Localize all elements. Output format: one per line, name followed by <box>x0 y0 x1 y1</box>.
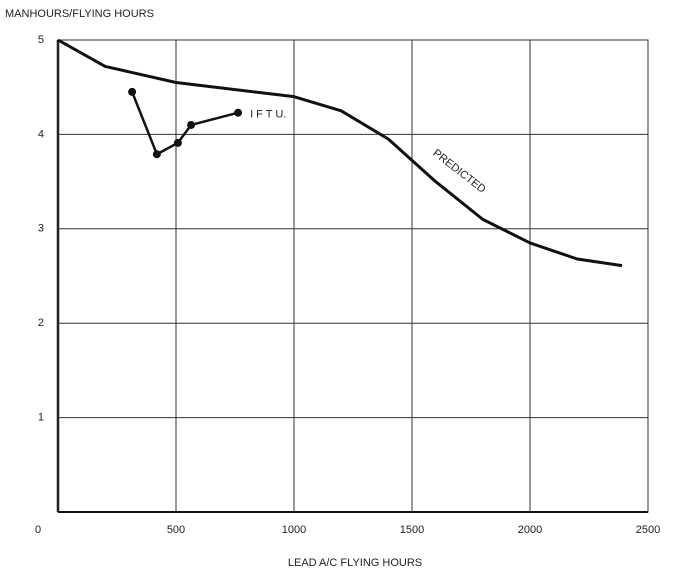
y-tick-label: 2 <box>38 317 44 329</box>
line <box>130 91 239 156</box>
x-tick-label: 0 <box>35 524 41 536</box>
y-axis-label: MANHOURS/FLYING HOURS <box>5 8 154 20</box>
x-tick-label: 2500 <box>636 524 660 536</box>
y-tick-label: 4 <box>38 128 44 140</box>
marker <box>152 150 161 159</box>
x-tick-label: 1000 <box>282 524 306 536</box>
plot-frame <box>57 39 649 513</box>
line <box>57 38 623 268</box>
y-tick-label: 1 <box>38 412 44 424</box>
marker <box>187 120 196 129</box>
series-label: I F T U. <box>250 109 286 121</box>
x-axis-label: LEAD A/C FLYING HOURS <box>288 557 422 569</box>
x-tick-label: 500 <box>167 524 185 536</box>
x-tick-label: 2000 <box>518 524 542 536</box>
y-tick-label: 5 <box>38 34 44 46</box>
y-tick-label: 3 <box>38 223 44 235</box>
series-label: PREDICTED <box>430 147 488 196</box>
marker <box>173 138 182 147</box>
x-tick-label: 1500 <box>400 524 424 536</box>
marker <box>128 87 137 96</box>
marker <box>234 108 243 117</box>
